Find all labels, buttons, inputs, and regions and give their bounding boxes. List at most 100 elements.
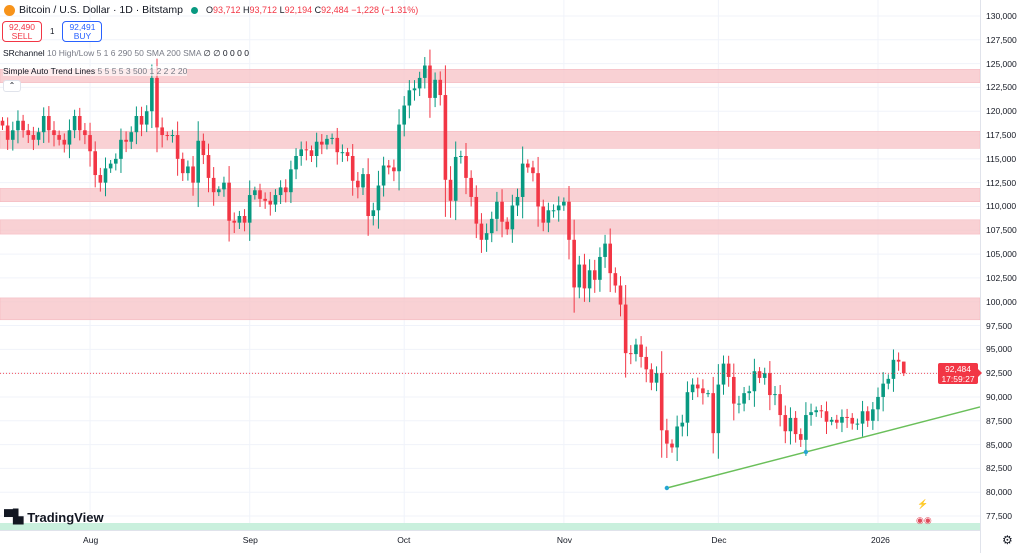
candle-body [484,233,489,240]
candle-body [253,190,257,196]
candle-body [634,344,638,355]
candle-body [371,210,376,216]
candle-body [840,416,844,423]
time-tick-label: 2026 [871,535,890,545]
candle-body [242,215,247,223]
candle-body [263,198,267,201]
candle-body [407,90,412,106]
candle-body [26,130,31,136]
candle-body [88,135,92,152]
time-tick-label: Oct [397,535,411,545]
us-flag-events-icon[interactable]: ◉◉ [916,515,932,525]
candle-body [613,273,618,286]
candle-body [757,371,762,378]
price-tick-label: 97,500 [986,320,1012,331]
candle-body [752,371,757,392]
candle-body [103,168,108,183]
symbol-legend: Bitcoin / U.S. Dollar · 1D · Bitstamp O9… [4,4,418,16]
candle-body [675,426,679,448]
trend-line [666,406,981,489]
candle-body [67,130,72,145]
candle-body [386,165,391,168]
time-tick-label: Aug [83,535,99,545]
candle-body [289,169,293,193]
price-tick-label: 90,000 [986,391,1012,402]
tradingview-logo-icon: ▀▙ [4,509,24,524]
quantity[interactable]: 1 [50,27,55,36]
ohlc-values: O93,712 H93,712 L92,194 C92,484 −1,228 (… [206,5,418,15]
price-tick-label: 80,000 [986,487,1012,498]
symbol-title[interactable]: Bitcoin / U.S. Dollar · 1D · Bitstamp [19,4,183,16]
indicator-trend-lines[interactable]: Simple Auto Trend Lines 5 5 5 5 3 500 1 … [3,66,188,76]
candle-body [62,139,67,145]
candle-body [732,376,736,404]
candle-body [129,132,134,142]
open-value: 93,712 [212,5,241,15]
candle-body [469,177,473,197]
change-value: −1,228 (−1.31%) [351,5,419,15]
candle-body [901,361,906,374]
candle-body [783,415,788,432]
candle-body [201,140,206,156]
bitcoin-icon [4,4,15,16]
price-tick-label: 130,000 [986,11,1017,21]
candle-body [701,388,705,394]
candle-body [690,384,695,393]
candle-body [57,135,61,140]
candle-body [376,185,381,211]
candle-body [860,411,865,424]
candle-body [608,243,612,274]
candle-body [21,120,25,131]
candle-body [77,115,82,131]
candle-body [804,415,808,440]
candle-body [124,139,128,142]
candle-body [505,221,509,230]
candle-body [531,167,535,174]
candle-body [165,135,170,137]
lightning-event-icon[interactable]: ⚡ [917,499,929,509]
candle-body [798,434,803,440]
candle-body [232,220,237,223]
time-tick-label: Nov [556,535,572,545]
candle-body [186,166,190,174]
sell-button[interactable]: 92,490 SELL [2,21,42,42]
time-tick-label: Sep [242,535,258,545]
candle-body [283,187,288,193]
candle-body [495,201,499,219]
resistance-zone [0,188,981,202]
candle-body [654,373,659,383]
candle-body [196,140,200,183]
close-label: C [314,5,322,15]
candle-body [598,256,602,280]
candle-body [304,149,309,151]
candle-body [819,410,824,412]
candle-body [747,391,752,394]
candle-body [876,396,880,410]
candle-body [778,394,782,416]
candle-body [551,210,556,212]
candle-body [423,65,427,78]
indicator-srchannel[interactable]: SRchannel 10 High/Low 5 1 6 290 50 SMA 2… [3,48,249,59]
candle-body [41,115,46,133]
candle-body [587,270,592,289]
candle-body [618,285,623,305]
tradingview-logo[interactable]: ▀▙ TradingView [4,509,104,525]
buy-button[interactable]: 92,491 BUY [62,21,103,42]
candle-body [515,196,520,206]
candle-body [438,79,443,96]
candle-body [773,394,777,396]
candle-body [119,139,123,159]
chevron-up-icon[interactable]: ⌃ [3,80,21,92]
candle-body [572,239,576,288]
candle-body [340,152,345,154]
candle-body [510,205,515,230]
candle-body [881,383,885,397]
candle-body [479,223,484,240]
candle-body [433,79,437,98]
candle-body [896,359,901,362]
resistance-zone [0,130,981,149]
settings-gear-icon[interactable]: ⚙ [1002,533,1013,547]
candle-body [711,393,715,434]
indicator-params: 10 High/Low 5 1 6 290 50 SMA 200 SMA [46,48,202,58]
